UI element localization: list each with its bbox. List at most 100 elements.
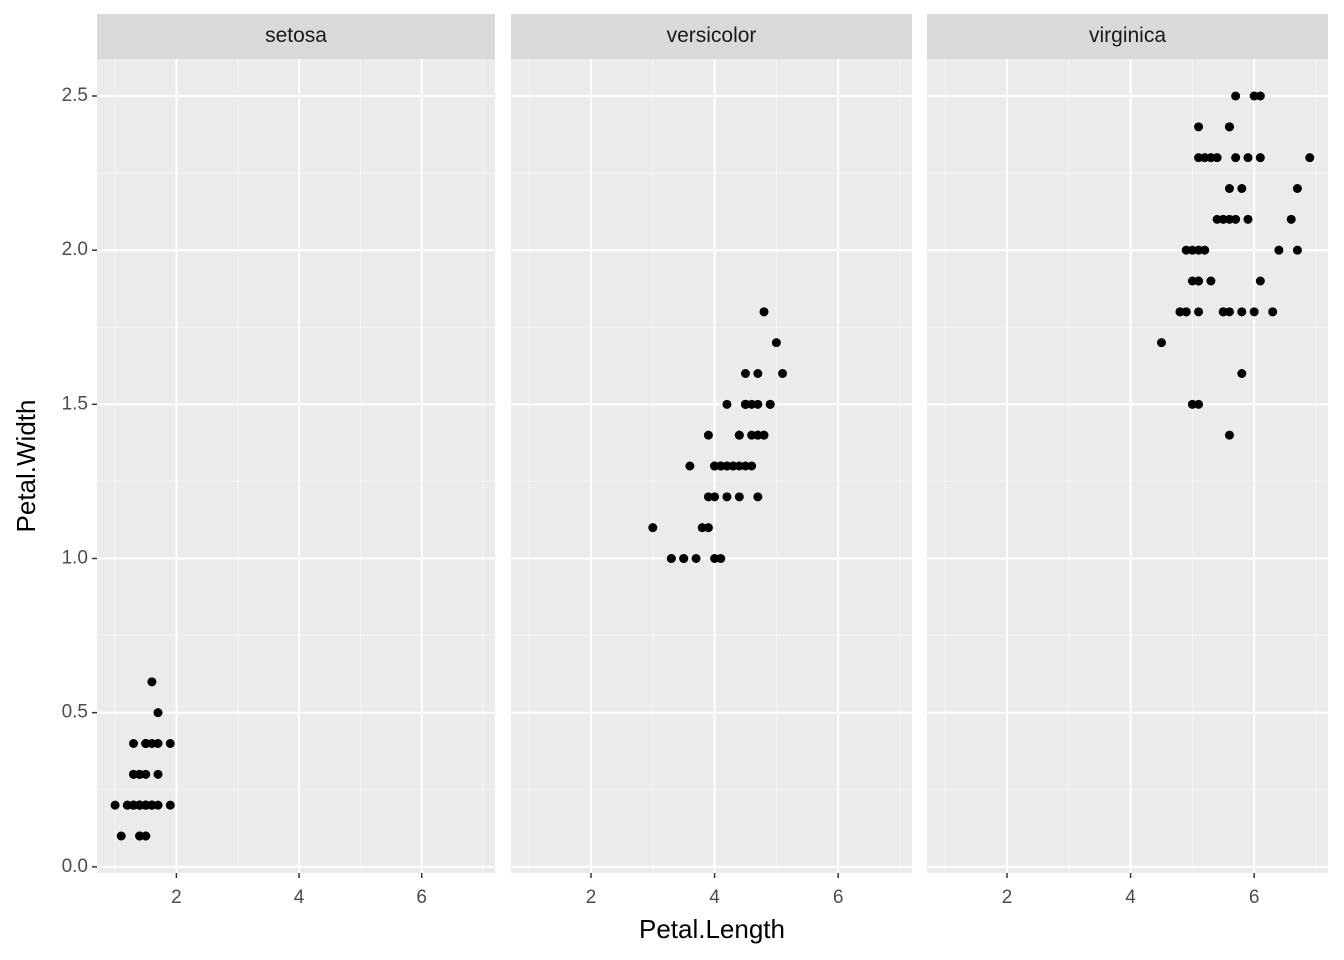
point — [128, 739, 138, 748]
y-tick-label: 2.0 — [62, 239, 88, 260]
point — [1231, 214, 1241, 224]
point — [1237, 184, 1247, 193]
point — [1194, 122, 1204, 132]
point — [771, 338, 781, 348]
point — [1200, 153, 1210, 163]
point — [753, 492, 763, 502]
point — [141, 739, 151, 748]
strip-background — [927, 14, 1328, 59]
point — [1243, 153, 1253, 163]
point — [153, 769, 163, 779]
point — [165, 739, 175, 748]
point — [666, 554, 676, 563]
point — [1175, 307, 1185, 317]
point — [1212, 153, 1222, 163]
point — [740, 399, 750, 409]
point — [747, 461, 757, 471]
point — [1224, 184, 1234, 193]
point — [1181, 307, 1191, 317]
point — [778, 369, 788, 378]
point — [759, 430, 769, 440]
y-tick-label: 0.0 — [62, 856, 88, 877]
x-tick-label: 2 — [1002, 887, 1013, 908]
point — [747, 399, 757, 409]
point — [703, 523, 713, 533]
x-tick-label: 4 — [1125, 887, 1136, 908]
y-tick-label: 2.5 — [62, 85, 88, 106]
point — [1224, 307, 1234, 317]
point — [1194, 245, 1204, 255]
point — [1212, 214, 1222, 224]
point — [153, 708, 163, 718]
point — [1194, 307, 1204, 317]
point — [747, 430, 757, 440]
point — [135, 769, 145, 779]
point — [1187, 245, 1197, 255]
point — [753, 369, 763, 378]
point — [1200, 245, 1210, 255]
point — [116, 831, 126, 841]
point — [710, 461, 720, 471]
point — [1292, 184, 1302, 193]
panel-background — [97, 59, 495, 873]
point — [1237, 369, 1247, 378]
strip-label: setosa — [265, 24, 327, 47]
point — [710, 492, 720, 502]
x-tick-label: 2 — [171, 887, 182, 908]
point — [710, 554, 720, 563]
point — [1255, 276, 1265, 286]
point — [1292, 245, 1302, 255]
point — [1206, 276, 1216, 286]
y-tick-label: 1.0 — [62, 548, 88, 569]
strip-label: virginica — [1089, 24, 1166, 47]
point — [759, 307, 769, 317]
point — [734, 430, 744, 440]
x-tick-label: 2 — [586, 887, 597, 908]
point — [1194, 276, 1204, 286]
point — [1268, 307, 1278, 317]
point — [679, 554, 689, 563]
point — [740, 461, 750, 471]
point — [1194, 399, 1204, 409]
point — [135, 800, 145, 810]
point — [1181, 245, 1191, 255]
strip-background — [97, 14, 495, 59]
point — [110, 800, 120, 810]
point — [1249, 91, 1259, 101]
x-axis-title: Petal.Length — [639, 914, 785, 944]
point — [1156, 338, 1166, 348]
point — [1218, 214, 1228, 224]
point — [703, 492, 713, 502]
point — [685, 461, 695, 471]
point — [1194, 153, 1204, 163]
point — [648, 523, 658, 533]
point — [691, 554, 701, 563]
point — [722, 399, 732, 409]
point — [1231, 91, 1241, 101]
point — [1274, 245, 1284, 255]
point — [1255, 153, 1265, 163]
point — [1224, 214, 1234, 224]
point — [1231, 153, 1241, 163]
x-tick-label: 6 — [833, 887, 844, 908]
point — [1255, 91, 1265, 101]
point — [716, 461, 726, 471]
point — [165, 800, 175, 810]
point — [716, 554, 726, 563]
strip-label: versicolor — [667, 24, 757, 47]
strip-background — [511, 14, 912, 59]
point — [1187, 399, 1197, 409]
point — [734, 492, 744, 502]
point — [765, 399, 775, 409]
point — [740, 369, 750, 378]
point — [1187, 276, 1197, 286]
point — [1224, 122, 1234, 132]
point — [734, 461, 744, 471]
point — [753, 430, 763, 440]
x-tick-label: 6 — [416, 887, 427, 908]
point — [697, 523, 707, 533]
point — [728, 461, 738, 471]
point — [1237, 307, 1247, 317]
panel-background — [927, 59, 1328, 873]
